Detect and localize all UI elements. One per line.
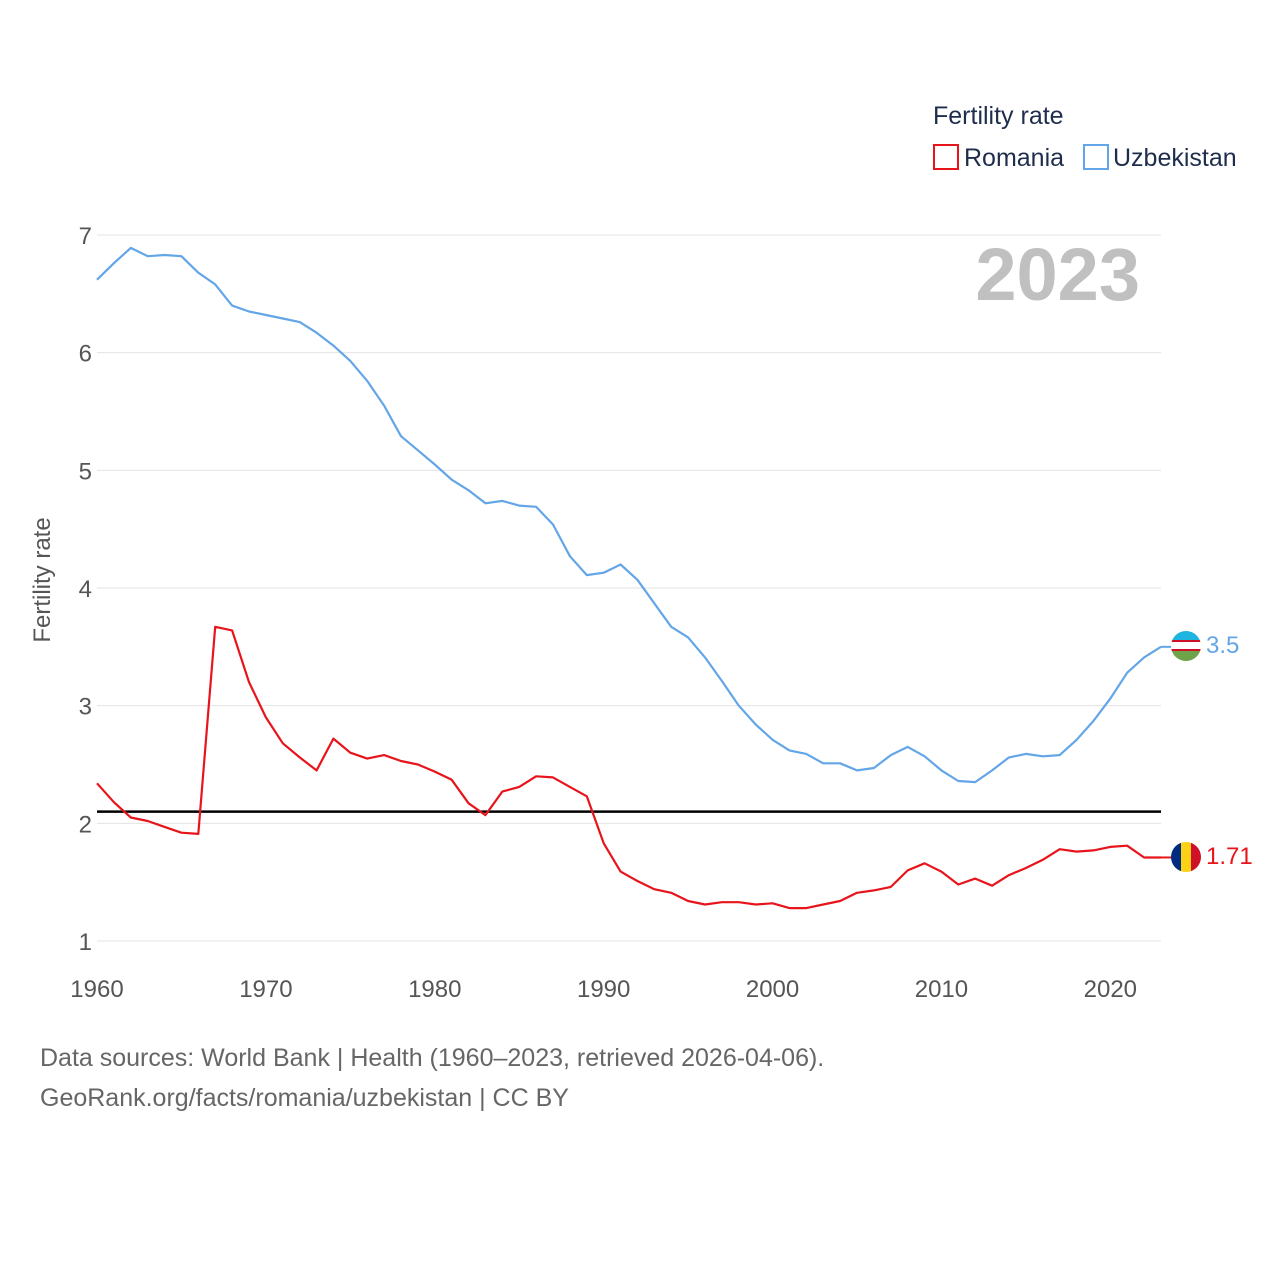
y-tick-1: 1 (79, 929, 92, 956)
series-line-romania[interactable] (96, 625, 1161, 910)
x-tick-2000: 2000 (746, 976, 799, 1003)
source-line-2[interactable]: GeoRank.org/facts/romania/uzbekistan | C… (40, 1084, 569, 1112)
x-tick-1990: 1990 (577, 976, 630, 1003)
y-axis-ticks: 1 2 3 4 5 6 7 (79, 223, 92, 956)
legend-label-romania[interactable]: Romania (964, 144, 1064, 172)
x-axis-ticks: 1960 1970 1980 1990 2000 2010 2020 (70, 976, 1137, 1003)
source-line-1: Data sources: World Bank | Health (1960–… (40, 1044, 825, 1072)
end-label-romania: 1.71 (1206, 843, 1253, 870)
x-tick-2020: 2020 (1084, 976, 1137, 1003)
grid-lines (97, 234, 1161, 942)
year-display: 2023 (975, 233, 1140, 316)
series-lines (96, 246, 1172, 910)
y-tick-5: 5 (79, 458, 92, 485)
series-line-uzbekistan[interactable] (96, 246, 1162, 784)
end-label-uzbekistan: 3.5 (1206, 632, 1239, 659)
legend-label-uzbekistan[interactable]: Uzbekistan (1113, 144, 1237, 172)
y-tick-7: 7 (79, 223, 92, 250)
y-tick-3: 3 (79, 694, 92, 721)
romania-flag-icon (1171, 842, 1201, 872)
x-tick-1970: 1970 (239, 976, 292, 1003)
y-axis-label: Fertility rate (29, 517, 56, 642)
legend-swatch-uzbekistan[interactable] (1083, 144, 1109, 170)
legend-swatch-romania[interactable] (933, 144, 959, 170)
y-tick-4: 4 (79, 576, 92, 603)
x-tick-1960: 1960 (70, 976, 123, 1003)
y-tick-2: 2 (79, 811, 92, 838)
y-tick-6: 6 (79, 341, 92, 368)
legend: Fertility rate Romania Uzbekistan (933, 102, 1237, 172)
x-tick-2010: 2010 (915, 976, 968, 1003)
legend-title: Fertility rate (933, 102, 1064, 130)
uzbekistan-flag-icon (1171, 631, 1201, 661)
fertility-rate-chart: 1 2 3 4 5 6 7 1960 1970 1980 1990 2000 2010 2020 202… (29, 102, 1253, 1003)
x-tick-1980: 1980 (408, 976, 461, 1003)
